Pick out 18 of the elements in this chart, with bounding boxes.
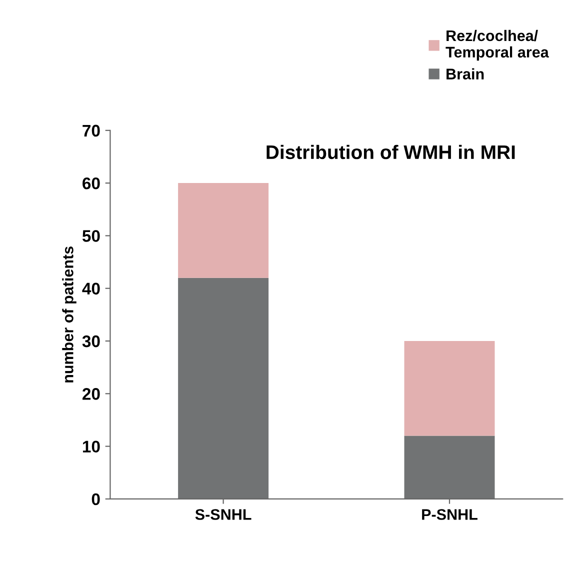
y-tick-label: 40	[82, 282, 100, 295]
bar	[178, 278, 269, 499]
y-tick-label: 30	[82, 335, 100, 348]
y-tick-label: 50	[82, 230, 100, 242]
y-tick-label: 10	[82, 440, 100, 453]
y-tick-label: 70	[82, 124, 100, 137]
y-axis-title: number of patients	[62, 246, 76, 382]
text: Distribution of WMH in MRI	[266, 144, 515, 160]
x-tick-label: S-SNHL	[195, 509, 252, 520]
y-tick-label: 20	[82, 388, 100, 400]
bar	[178, 183, 269, 278]
y-tick-label: 0	[92, 493, 100, 506]
bar	[404, 436, 495, 499]
bar	[404, 341, 495, 436]
x-tick-label: P-SNHL	[422, 509, 478, 520]
y-tick-label: 60	[82, 177, 100, 190]
legend-label: Rez/coclhea/ Temporal area	[446, 30, 549, 61]
legend-label: Brain	[446, 68, 484, 80]
